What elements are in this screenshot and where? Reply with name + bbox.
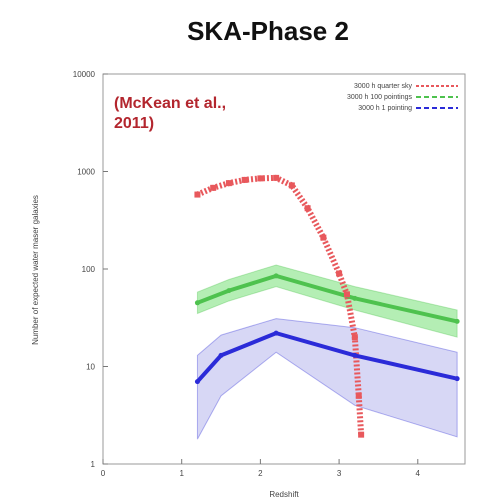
data-point (273, 273, 279, 279)
citation-line-2: 2011) (114, 115, 154, 132)
y-axis-label: Number of expected water maser galaxies (31, 195, 40, 345)
legend: 3000 h quarter sky 3000 h 100 pointings 30… (347, 83, 458, 112)
x-axis-label: Redshift (269, 490, 299, 499)
data-point (352, 352, 358, 358)
data-point (351, 334, 358, 341)
data-point (241, 176, 248, 183)
y-tick-label: 1000 (77, 168, 95, 177)
data-point (218, 352, 224, 358)
data-point (273, 174, 280, 181)
data-point (358, 431, 365, 438)
data-point (288, 182, 295, 189)
chart-title: SKA-Phase 2 (187, 16, 349, 46)
data-point (194, 191, 201, 198)
series-line-0 (196, 174, 365, 435)
y-tick-label: 1 (91, 460, 96, 469)
x-tick-label: 4 (416, 469, 421, 478)
y-tick-label: 10000 (73, 70, 96, 79)
data-point (336, 270, 343, 277)
data-point (210, 184, 217, 191)
legend-label: 3000 h 1 pointing (358, 105, 412, 112)
y-tick-label: 100 (82, 265, 96, 274)
legend-label: 3000 h 100 pointings (347, 94, 412, 101)
data-point (257, 175, 264, 182)
data-point (226, 288, 232, 294)
citation-line-1: (McKean et al., (114, 95, 226, 112)
data-point (352, 295, 358, 301)
data-point (454, 318, 460, 324)
x-tick-label: 0 (101, 469, 106, 478)
series-band-2 (196, 318, 458, 440)
series-band-1 (196, 264, 458, 338)
data-point (343, 291, 350, 298)
data-point (355, 392, 362, 399)
data-point (273, 330, 279, 336)
y-tick-label: 10 (86, 363, 95, 372)
data-point (304, 205, 311, 212)
legend-label: 3000 h quarter sky (354, 83, 412, 90)
x-tick-label: 1 (179, 469, 184, 478)
series-points (194, 174, 460, 438)
x-ticks: 0 1 2 3 4 (101, 459, 421, 478)
data-point (454, 376, 460, 382)
data-point (320, 234, 327, 241)
x-tick-label: 2 (258, 469, 263, 478)
data-point (194, 379, 200, 385)
x-tick-label: 3 (337, 469, 342, 478)
citation-annotation: (McKean et al., 2011) (114, 95, 230, 132)
y-ticks: 1 10 100 1000 10000 (73, 70, 108, 469)
data-point (194, 300, 200, 306)
data-point (225, 180, 232, 187)
uncertainty-bands (196, 264, 458, 440)
